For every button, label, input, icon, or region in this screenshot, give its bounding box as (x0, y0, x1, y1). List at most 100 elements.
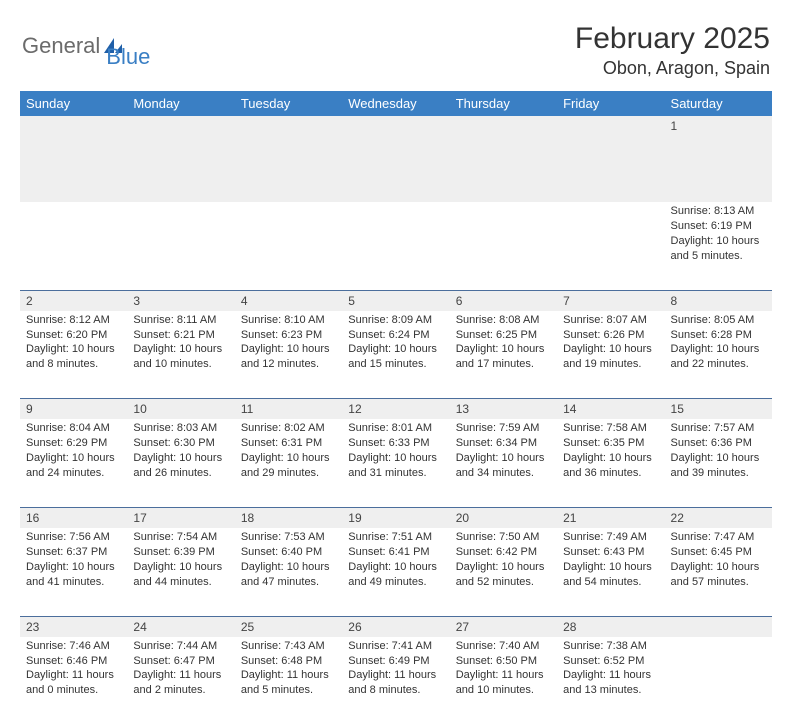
day-content-cell (127, 202, 234, 290)
day-number-row: 9101112131415 (20, 399, 772, 420)
sunrise-line: Sunrise: 8:12 AM (26, 313, 121, 328)
sunrise-line: Sunrise: 8:10 AM (241, 313, 336, 328)
day-content-cell: Sunrise: 7:47 AMSunset: 6:45 PMDaylight:… (665, 528, 772, 616)
sunset-line: Sunset: 6:46 PM (26, 654, 121, 669)
day-content-cell: Sunrise: 8:08 AMSunset: 6:25 PMDaylight:… (450, 311, 557, 399)
sunrise-line: Sunrise: 8:04 AM (26, 421, 121, 436)
day-number-cell: 5 (342, 290, 449, 311)
day-number-cell: 22 (665, 507, 772, 528)
sunset-line: Sunset: 6:24 PM (348, 328, 443, 343)
sunset-line: Sunset: 6:33 PM (348, 436, 443, 451)
daylight-line: Daylight: 10 hours and 29 minutes. (241, 451, 336, 481)
day-number-cell: 24 (127, 616, 234, 637)
sunset-line: Sunset: 6:26 PM (563, 328, 658, 343)
day-content-row: Sunrise: 7:56 AMSunset: 6:37 PMDaylight:… (20, 528, 772, 616)
sunrise-line: Sunrise: 7:46 AM (26, 639, 121, 654)
day-number-cell: 17 (127, 507, 234, 528)
sunset-line: Sunset: 6:49 PM (348, 654, 443, 669)
day-number-cell: 1 (665, 116, 772, 202)
day-number-cell: 16 (20, 507, 127, 528)
day-number-row: 2345678 (20, 290, 772, 311)
day-number-cell (557, 116, 664, 202)
day-number-cell: 9 (20, 399, 127, 420)
daylight-line: Daylight: 10 hours and 8 minutes. (26, 342, 121, 372)
daylight-line: Daylight: 10 hours and 57 minutes. (671, 560, 766, 590)
daylight-line: Daylight: 10 hours and 15 minutes. (348, 342, 443, 372)
day-content-cell: Sunrise: 8:02 AMSunset: 6:31 PMDaylight:… (235, 419, 342, 507)
daylight-line: Daylight: 10 hours and 12 minutes. (241, 342, 336, 372)
day-content-row: Sunrise: 8:12 AMSunset: 6:20 PMDaylight:… (20, 311, 772, 399)
day-content-cell: Sunrise: 8:03 AMSunset: 6:30 PMDaylight:… (127, 419, 234, 507)
day-number-cell (20, 116, 127, 202)
sunrise-line: Sunrise: 7:58 AM (563, 421, 658, 436)
day-content-cell: Sunrise: 7:54 AMSunset: 6:39 PMDaylight:… (127, 528, 234, 616)
day-content-cell: Sunrise: 8:07 AMSunset: 6:26 PMDaylight:… (557, 311, 664, 399)
daylight-line: Daylight: 10 hours and 19 minutes. (563, 342, 658, 372)
sunrise-line: Sunrise: 8:13 AM (671, 204, 766, 219)
logo-text-blue: Blue (106, 44, 150, 70)
day-number-cell: 11 (235, 399, 342, 420)
day-content-cell: Sunrise: 7:57 AMSunset: 6:36 PMDaylight:… (665, 419, 772, 507)
sunset-line: Sunset: 6:48 PM (241, 654, 336, 669)
sunset-line: Sunset: 6:39 PM (133, 545, 228, 560)
day-number-cell (342, 116, 449, 202)
day-number-cell: 6 (450, 290, 557, 311)
day-number-cell: 20 (450, 507, 557, 528)
sunset-line: Sunset: 6:37 PM (26, 545, 121, 560)
day-content-cell: Sunrise: 7:43 AMSunset: 6:48 PMDaylight:… (235, 637, 342, 725)
day-content-row: Sunrise: 7:46 AMSunset: 6:46 PM Daylight:… (20, 637, 772, 725)
daylight-line: Daylight: 10 hours and 31 minutes. (348, 451, 443, 481)
sunrise-line: Sunrise: 7:41 AM (348, 639, 443, 654)
sunset-line: Sunset: 6:34 PM (456, 436, 551, 451)
day-content-cell (557, 202, 664, 290)
sunrise-line: Sunrise: 7:43 AM (241, 639, 336, 654)
daylight-line: Daylight: 10 hours and 54 minutes. (563, 560, 658, 590)
sunrise-line: Sunrise: 7:40 AM (456, 639, 551, 654)
sunset-line: Sunset: 6:23 PM (241, 328, 336, 343)
day-number-cell: 26 (342, 616, 449, 637)
day-content-cell: Sunrise: 7:59 AMSunset: 6:34 PMDaylight:… (450, 419, 557, 507)
day-number-row: 232425262728 (20, 616, 772, 637)
day-content-cell: Sunrise: 7:56 AMSunset: 6:37 PMDaylight:… (20, 528, 127, 616)
day-number-cell: 8 (665, 290, 772, 311)
sunrise-line: Sunrise: 7:56 AM (26, 530, 121, 545)
sunset-line: Sunset: 6:41 PM (348, 545, 443, 560)
sunrise-line: Sunrise: 7:53 AM (241, 530, 336, 545)
day-content-cell: Sunrise: 7:53 AMSunset: 6:40 PMDaylight:… (235, 528, 342, 616)
day-content-row: Sunrise: 8:04 AMSunset: 6:29 PMDaylight:… (20, 419, 772, 507)
sunrise-line: Sunrise: 7:50 AM (456, 530, 551, 545)
weekday-header: Tuesday (235, 91, 342, 116)
daylight-line: Daylight: 11 hours and 2 minutes. (133, 668, 228, 698)
day-number-cell (127, 116, 234, 202)
day-number-cell: 23 (20, 616, 127, 637)
header: General Blue February 2025 Obon, Aragon,… (0, 0, 792, 83)
sunrise-line: Sunrise: 7:51 AM (348, 530, 443, 545)
day-content-cell (450, 202, 557, 290)
day-number-cell: 12 (342, 399, 449, 420)
day-number-cell: 15 (665, 399, 772, 420)
day-number-cell: 7 (557, 290, 664, 311)
day-content-cell: Sunrise: 8:11 AMSunset: 6:21 PMDaylight:… (127, 311, 234, 399)
day-content-cell: Sunrise: 7:44 AMSunset: 6:47 PMDaylight:… (127, 637, 234, 725)
sunrise-line: Sunrise: 7:44 AM (133, 639, 228, 654)
daylight-line: Daylight: 10 hours and 5 minutes. (671, 234, 766, 264)
sunset-line: Sunset: 6:47 PM (133, 654, 228, 669)
day-content-cell: Sunrise: 7:58 AMSunset: 6:35 PMDaylight:… (557, 419, 664, 507)
sunset-line: Sunset: 6:19 PM (671, 219, 766, 234)
day-number-cell: 21 (557, 507, 664, 528)
sunset-line: Sunset: 6:45 PM (671, 545, 766, 560)
title-block: February 2025 Obon, Aragon, Spain (575, 22, 770, 79)
sunrise-line: Sunrise: 8:03 AM (133, 421, 228, 436)
sunrise-line: Sunrise: 8:08 AM (456, 313, 551, 328)
day-number-row: 16171819202122 (20, 507, 772, 528)
weekday-header: Sunday (20, 91, 127, 116)
day-content-cell: Sunrise: 8:04 AMSunset: 6:29 PMDaylight:… (20, 419, 127, 507)
logo: General Blue (22, 22, 150, 70)
day-content-cell: Sunrise: 7:46 AMSunset: 6:46 PMDaylight:… (20, 637, 127, 725)
sunset-line: Sunset: 6:28 PM (671, 328, 766, 343)
weekday-header: Saturday (665, 91, 772, 116)
daylight-line: Daylight: 11 hours and 8 minutes. (348, 668, 443, 698)
day-number-cell (665, 616, 772, 637)
daylight-line: Daylight: 10 hours and 41 minutes. (26, 560, 121, 590)
sunset-line: Sunset: 6:30 PM (133, 436, 228, 451)
